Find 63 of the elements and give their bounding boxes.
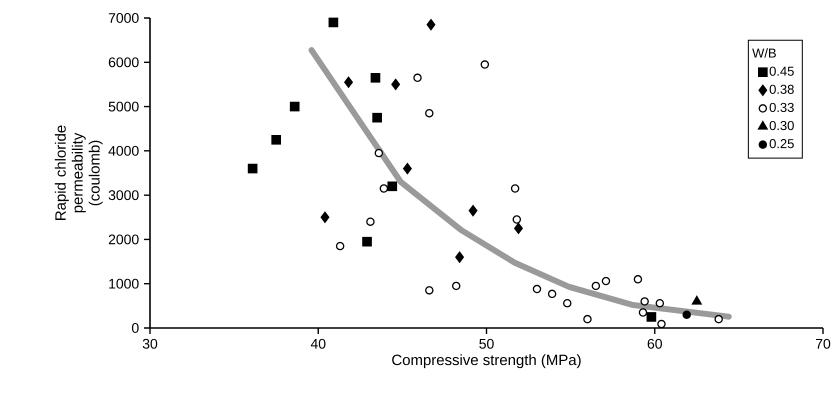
- legend-title: W/B: [752, 48, 776, 58]
- x-axis-title: Compressive strength (MPa): [392, 354, 581, 368]
- point: [425, 108, 434, 118]
- point: [370, 72, 380, 83]
- x-tick-label: 70: [816, 338, 830, 349]
- y-tick-label: 3000: [108, 190, 139, 200]
- point: [656, 298, 664, 308]
- point: [692, 296, 702, 305]
- y-tick-label: 1000: [109, 278, 139, 289]
- point: [640, 297, 649, 306]
- point: [290, 102, 300, 112]
- point: [426, 19, 436, 30]
- legend-label: 0.45: [770, 66, 794, 76]
- point: [468, 205, 478, 216]
- point: [425, 286, 434, 295]
- point: [592, 282, 600, 290]
- y-tick-label: 5000: [108, 102, 139, 112]
- y-tick-label: 2000: [108, 234, 139, 244]
- point: [374, 148, 384, 158]
- y-tick-label: 0: [132, 323, 139, 333]
- y-axis-title: Rapid chloride permeability (coulomb): [54, 126, 103, 220]
- point: [514, 222, 523, 234]
- legend-label: 0.38: [770, 84, 794, 94]
- point: [328, 18, 338, 28]
- x-tick-label: 40: [310, 338, 326, 349]
- point: [638, 308, 648, 317]
- point: [532, 284, 542, 294]
- point: [403, 162, 412, 174]
- point: [480, 60, 490, 69]
- point: [563, 298, 572, 308]
- point: [602, 276, 610, 286]
- point: [362, 236, 372, 246]
- x-tick-label: 50: [479, 338, 494, 349]
- point: [646, 312, 656, 322]
- legend-label: 0.25: [770, 139, 794, 148]
- point: [387, 181, 398, 192]
- point: [391, 78, 400, 90]
- point: [248, 164, 258, 174]
- x-tick-label: 60: [648, 338, 662, 349]
- legend-label: 0.30: [770, 120, 794, 130]
- y-tick-label: 4000: [108, 146, 139, 156]
- point: [452, 282, 460, 290]
- point: [548, 290, 556, 298]
- point: [271, 134, 282, 145]
- point: [320, 212, 330, 223]
- x-tick-label: 30: [142, 338, 158, 349]
- point: [583, 314, 592, 324]
- y-tick-label: 6000: [108, 57, 139, 68]
- point: [455, 252, 464, 263]
- point: [336, 242, 344, 250]
- y-tick-label: 7000: [108, 13, 139, 23]
- point: [657, 320, 666, 328]
- point: [512, 215, 522, 224]
- point: [344, 76, 353, 88]
- point: [634, 275, 642, 284]
- point: [682, 310, 691, 319]
- point: [413, 74, 422, 82]
- point: [714, 314, 723, 324]
- point: [510, 184, 520, 193]
- point: [366, 217, 375, 226]
- legend-label: 0.33: [770, 102, 794, 112]
- point: [380, 184, 388, 193]
- point: [372, 112, 382, 122]
